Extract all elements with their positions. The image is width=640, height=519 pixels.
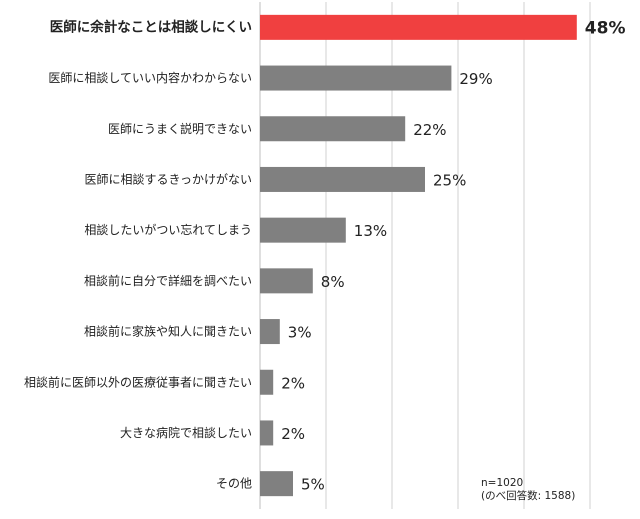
category-label: その他 <box>216 477 252 491</box>
data-label: 13% <box>354 222 387 240</box>
bar <box>260 268 313 294</box>
category-label: 相談したいがつい忘れてしまう <box>84 222 252 237</box>
category-label: 医師に余計なことは相談しにくい <box>50 18 252 35</box>
sample-size-note: n=1020 (のべ回答数: 1588) <box>481 477 575 503</box>
data-label: 25% <box>433 171 466 189</box>
sample-size: n=1020 <box>481 477 524 489</box>
data-label: 22% <box>413 121 446 139</box>
response-count: (のべ回答数: 1588) <box>481 490 576 502</box>
data-label: 3% <box>288 324 312 342</box>
data-label: 2% <box>281 425 305 443</box>
bar <box>260 166 425 192</box>
category-label: 相談前に医師以外の医療従事者に聞きたい <box>24 374 252 389</box>
category-label: 医師にうまく説明できない <box>108 121 252 136</box>
bar-highlight <box>260 14 577 40</box>
data-label: 48% <box>585 18 626 38</box>
bar <box>260 116 406 142</box>
bar <box>260 420 274 446</box>
data-label: 8% <box>321 273 345 291</box>
data-label: 29% <box>459 70 492 88</box>
bar <box>260 369 274 395</box>
category-labels: 医師に余計なことは相談しにくい医師に相談していい内容かわからない医師にうまく説明… <box>24 18 252 490</box>
bar <box>260 319 280 345</box>
bar <box>260 217 346 243</box>
bars <box>260 14 577 497</box>
data-label: 5% <box>301 476 325 494</box>
bar <box>260 471 293 497</box>
category-label: 相談前に家族や知人に聞きたい <box>84 324 252 339</box>
category-label: 医師に相談していい内容かわからない <box>48 70 252 85</box>
value-labels: 48% 29% 22% 25% 13% 8% 3% 2% 2% 5% <box>281 18 625 493</box>
category-label: 医師に相談するきっかけがない <box>84 171 252 186</box>
bar <box>260 65 452 91</box>
data-label: 2% <box>281 374 305 392</box>
category-label: 相談前に自分で詳細を調べたい <box>84 273 252 288</box>
category-label: 大きな病院で相談したい <box>120 425 252 440</box>
